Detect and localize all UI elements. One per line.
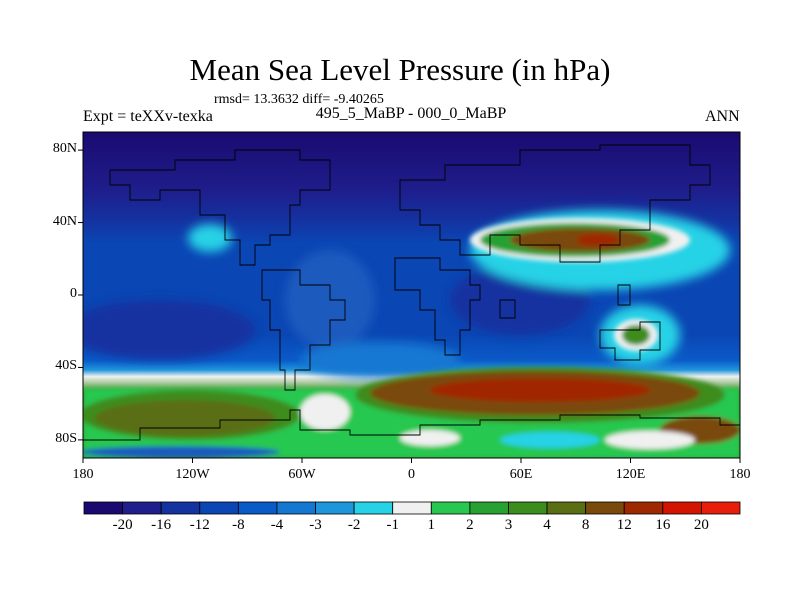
colorbar-swatch (237, 501, 278, 515)
colorbar-swatch (315, 501, 355, 515)
colorbar-label: 1 (427, 517, 436, 533)
colorbar-swatch (430, 501, 471, 515)
colorbar-label: 3 (504, 517, 513, 533)
colorbar-label: -1 (386, 517, 399, 533)
colorbar-swatch (276, 501, 316, 515)
colorbar-label: -12 (189, 517, 210, 533)
colorbar-swatch (160, 501, 201, 515)
colorbar-swatch (508, 501, 548, 515)
season-label: ANN (705, 108, 740, 125)
colorbar-label: -20 (112, 517, 133, 533)
colorbar-label: 16 (655, 517, 671, 533)
map-title: Mean Sea Level Pressure (in hPa) (189, 52, 611, 87)
rmsd-diff-stats: rmsd= 13.3632 diff= -9.40265 (214, 92, 384, 107)
lat-label: 80N (52, 141, 77, 157)
axis-ticks (78, 149, 741, 463)
lon-label: 120W (175, 467, 210, 482)
colorbar-label: -3 (309, 517, 322, 533)
lon-label: 180 (72, 467, 94, 482)
colorbar-swatch (701, 501, 741, 515)
lat-label: 80S (55, 430, 77, 446)
lon-label: 0 (408, 467, 415, 482)
period-label: 495_5_MaBP - 000_0_MaBP (315, 105, 507, 122)
lat-label: 40S (55, 358, 77, 374)
colorbar-swatch (662, 501, 702, 515)
colorbar-label: 12 (616, 517, 632, 533)
colorbar-label: -4 (270, 517, 284, 533)
colorbar-label: -8 (232, 517, 245, 533)
lon-label: 180 (729, 467, 751, 482)
colorbar-swatch (353, 501, 394, 515)
colorbar-swatch (392, 501, 432, 515)
colorbar-swatch (546, 501, 587, 515)
colorbar-label: 8 (581, 517, 590, 533)
colorbar-label: 20 (693, 517, 709, 533)
lon-label: 60W (288, 467, 316, 482)
colorbar-label: 4 (543, 517, 551, 533)
colorbar-swatch (199, 501, 239, 515)
experiment-label: Expt = teXXv-texka (83, 108, 213, 125)
colorbar-swatch (83, 501, 123, 515)
lat-label: 0 (70, 286, 77, 301)
coastlines (83, 144, 740, 441)
lon-label: 60E (509, 467, 533, 482)
lon-label: 120E (615, 467, 646, 482)
pressure-field (83, 132, 740, 458)
colorbar-swatch (122, 501, 162, 515)
colorbar-swatch (623, 501, 664, 515)
colorbar-swatch (585, 501, 625, 515)
colorbar-swatch (469, 501, 509, 515)
colorbar-label: -16 (151, 517, 172, 533)
lat-label: 40N (52, 213, 77, 229)
colorbar (83, 501, 741, 515)
colorbar-label: -2 (347, 517, 361, 533)
colorbar-label: 2 (466, 517, 474, 533)
